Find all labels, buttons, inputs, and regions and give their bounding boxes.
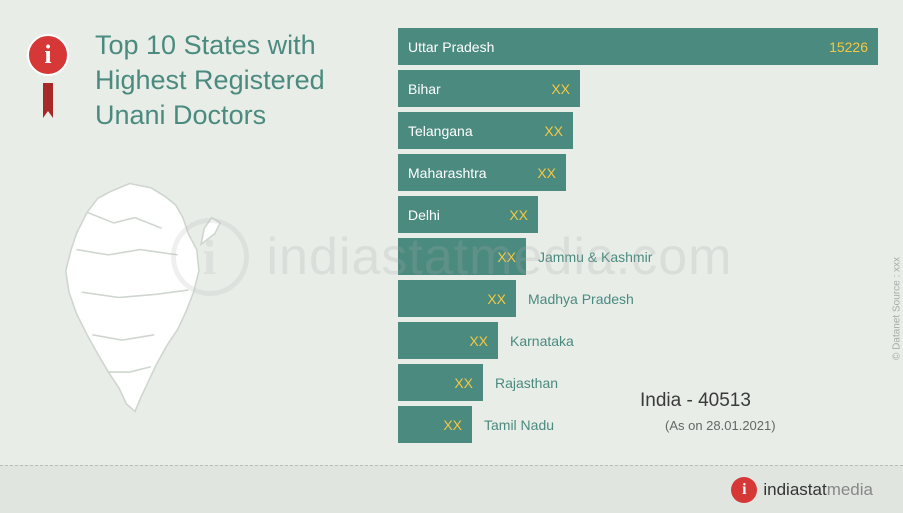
- bar-row: Telangana XX: [398, 112, 878, 149]
- bar: XXKarnataka: [398, 322, 498, 359]
- bar-state-label: Uttar Pradesh: [408, 39, 494, 55]
- bar-state-label: Madhya Pradesh: [528, 291, 634, 307]
- bar: XXTamil Nadu: [398, 406, 472, 443]
- bar-state-label: Karnataka: [510, 333, 574, 349]
- bar: Delhi XX: [398, 196, 538, 233]
- bar-value: XX: [537, 165, 556, 181]
- bar-row: XX Madhya Pradesh: [398, 280, 878, 317]
- bar-value: XX: [497, 249, 516, 265]
- bar-state-label: Jammu & Kashmir: [538, 249, 652, 265]
- bar-chart: Uttar Pradesh15226BiharXXTelanganaXXMaha…: [398, 28, 878, 448]
- bar-state-label: Tamil Nadu: [484, 417, 554, 433]
- bar: XXJammu & Kashmir: [398, 238, 526, 275]
- bar-value: XX: [487, 291, 506, 307]
- bar-row: Uttar Pradesh 15226: [398, 28, 878, 65]
- bar: Uttar Pradesh 15226: [398, 28, 878, 65]
- bar-row: Bihar XX: [398, 70, 878, 107]
- bar-row: Delhi XX: [398, 196, 878, 233]
- bar: Telangana XX: [398, 112, 573, 149]
- source-credit: © Datanet Source : xxx: [892, 257, 903, 360]
- bar-row: XX Rajasthan: [398, 364, 878, 401]
- info-ribbon: i: [18, 25, 78, 85]
- india-map: [25, 175, 245, 420]
- bar-state-label: Rajasthan: [495, 375, 558, 391]
- bar: Bihar XX: [398, 70, 580, 107]
- info-icon: i: [27, 34, 69, 76]
- bar: Maharashtra XX: [398, 154, 566, 191]
- bar-value: XX: [469, 333, 488, 349]
- bar-value: XX: [509, 207, 528, 223]
- footer-logo: i indiastatmedia: [731, 477, 873, 503]
- bar: XXRajasthan: [398, 364, 483, 401]
- brand-label: indiastatmedia: [763, 480, 873, 500]
- bar-row: XX Jammu & Kashmir: [398, 238, 878, 275]
- bar-state-label: Delhi: [408, 207, 440, 223]
- bar-value: 15226: [829, 39, 868, 55]
- bar-row: XX Karnataka: [398, 322, 878, 359]
- bar-value: XX: [544, 123, 563, 139]
- bar: XXMadhya Pradesh: [398, 280, 516, 317]
- bar-value: XX: [454, 375, 473, 391]
- page-title: Top 10 States with Highest Registered Un…: [95, 28, 375, 133]
- info-icon: i: [731, 477, 757, 503]
- bar-row: XX Tamil Nadu: [398, 406, 878, 443]
- bar-state-label: Bihar: [408, 81, 441, 97]
- bar-value: XX: [443, 417, 462, 433]
- bar-value: XX: [551, 81, 570, 97]
- bar-row: Maharashtra XX: [398, 154, 878, 191]
- bar-state-label: Maharashtra: [408, 165, 487, 181]
- total-label: India - 40513: [640, 390, 751, 412]
- bar-state-label: Telangana: [408, 123, 473, 139]
- footer: i indiastatmedia: [0, 465, 903, 513]
- as-on-label: (As on 28.01.2021): [665, 418, 776, 433]
